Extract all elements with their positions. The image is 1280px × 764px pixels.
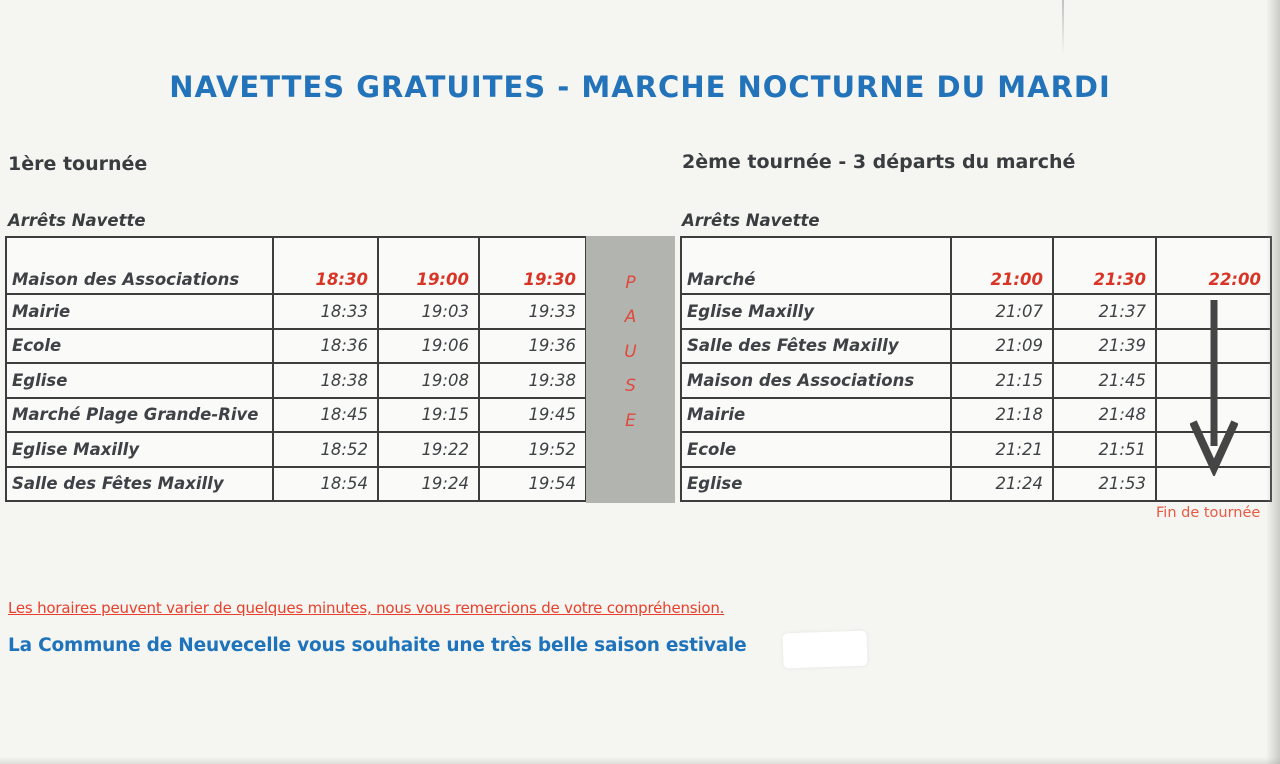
departure-time-cell: 18:33	[272, 293, 379, 330]
departure-time-cell: 19:00	[377, 236, 480, 295]
departure-time-cell: 19:08	[377, 362, 480, 399]
stop-name-cell: Maison des Associations	[680, 362, 952, 399]
departure-time-cell: 19:03	[377, 293, 480, 330]
departure-time-cell: 21:53	[1052, 465, 1157, 502]
departure-time-cell: 19:30	[478, 236, 587, 295]
tour1-stops-label: Arrêts Navette	[8, 211, 146, 230]
stop-name-cell: Salle des Fêtes Maxilly	[5, 465, 274, 502]
end-of-tour-caption: Fin de tournée	[1156, 505, 1261, 521]
pause-letter: A	[624, 307, 637, 327]
stop-name-cell: Eglise	[680, 465, 952, 502]
timetable-row: Ecole 21:21 21:51	[680, 431, 1272, 468]
departure-time-cell: 21:39	[1052, 327, 1157, 364]
stop-name-cell: Eglise Maxilly	[680, 293, 952, 330]
departure-time-cell: 21:30	[1052, 236, 1157, 295]
scan-edge-bottom	[0, 757, 1280, 764]
departure-time-cell: 21:09	[950, 327, 1054, 364]
tour2-heading: 2ème tournée - 3 départs du marché	[682, 151, 1076, 173]
timetable-row: Marché 21:00 21:30 22:00	[680, 236, 1272, 295]
stop-name-cell: Maison des Associations	[5, 236, 274, 295]
departure-time-cell: 22:00	[1155, 236, 1272, 295]
timetable-row: Eglise 18:38 19:08 19:38	[5, 362, 587, 399]
pause-letter: U	[624, 342, 637, 362]
departure-time-cell: 18:52	[272, 431, 379, 468]
schedule-variation-notice: Les horaires peuvent varier de quelques …	[8, 599, 725, 617]
departure-time-cell: 19:33	[478, 293, 587, 330]
stop-name-cell: Marché	[680, 236, 952, 295]
departure-time-cell: 18:38	[272, 362, 379, 399]
departure-time-cell: 21:15	[950, 362, 1054, 399]
departure-time-cell: 19:38	[478, 362, 587, 399]
departure-time-cell: 19:15	[377, 396, 480, 433]
tour1-heading: 1ère tournée	[8, 153, 148, 175]
stop-name-cell: Eglise	[5, 362, 274, 399]
tour2-timetable: Marché 21:00 21:30 22:00 Eglise Maxilly 21:07…	[680, 236, 1272, 502]
departure-time-cell: 21:21	[950, 431, 1054, 468]
timetable-row: Mairie 18:33 19:03 19:33	[5, 293, 587, 330]
stop-name-cell: Eglise Maxilly	[5, 431, 274, 468]
departure-time-cell: 21:24	[950, 465, 1054, 502]
departure-time-cell: 18:45	[272, 396, 379, 433]
timetable-row: Salle des Fêtes Maxilly 21:09 21:39	[680, 327, 1272, 364]
departure-time-cell: 19:24	[377, 465, 480, 502]
departure-time-cell: 18:36	[272, 327, 379, 364]
scan-crease-artifact	[1062, 0, 1064, 55]
timetable-row: Eglise Maxilly 21:07 21:37	[680, 293, 1272, 330]
end-of-tour-arrow-icon	[1190, 300, 1238, 476]
tour2-stops-label: Arrêts Navette	[682, 211, 820, 230]
timetable-row: Maison des Associations 21:15 21:45	[680, 362, 1272, 399]
departure-time-cell: 19:54	[478, 465, 587, 502]
commune-greeting: La Commune de Neuvecelle vous souhaite u…	[8, 635, 747, 656]
stop-name-cell: Ecole	[680, 431, 952, 468]
departure-time-cell: 19:06	[377, 327, 480, 364]
departure-time-cell: 18:30	[272, 236, 379, 295]
stop-name-cell: Ecole	[5, 327, 274, 364]
tour1-timetable: Maison des Associations 18:30 19:00 19:30 Ma…	[5, 236, 587, 502]
stop-name-cell: Marché Plage Grande-Rive	[5, 396, 274, 433]
departure-time-cell: 19:45	[478, 396, 587, 433]
stop-name-cell: Salle des Fêtes Maxilly	[680, 327, 952, 364]
departure-time-cell: 21:45	[1052, 362, 1157, 399]
timetable-row: Ecole 18:36 19:06 19:36	[5, 327, 587, 364]
pause-letter: E	[625, 411, 636, 431]
page-title: NAVETTES GRATUITES - MARCHE NOCTURNE DU …	[169, 70, 1111, 104]
departure-time-cell: 19:22	[377, 431, 480, 468]
timetable-row: Salle des Fêtes Maxilly 18:54 19:24 19:54	[5, 465, 587, 502]
departure-time-cell: 19:52	[478, 431, 587, 468]
timetable-row: Mairie 21:18 21:48	[680, 396, 1272, 433]
stop-name-cell: Mairie	[680, 396, 952, 433]
whiteout-patch	[782, 630, 868, 669]
departure-time-cell: 19:36	[478, 327, 587, 364]
timetable-row: Eglise 21:24 21:53	[680, 465, 1272, 502]
pause-letter: P	[625, 273, 636, 293]
departure-time-cell: 21:00	[950, 236, 1054, 295]
timetable-row: Marché Plage Grande-Rive 18:45 19:15 19:45	[5, 396, 587, 433]
departure-time-cell: 21:48	[1052, 396, 1157, 433]
departure-time-cell: 21:18	[950, 396, 1054, 433]
stop-name-cell: Mairie	[5, 293, 274, 330]
departure-time-cell: 18:54	[272, 465, 379, 502]
timetable-row: Eglise Maxilly 18:52 19:22 19:52	[5, 431, 587, 468]
departure-time-cell: 21:51	[1052, 431, 1157, 468]
timetable-row: Maison des Associations 18:30 19:00 19:30	[5, 236, 587, 295]
pause-letter: S	[625, 376, 636, 396]
departure-time-cell: 21:37	[1052, 293, 1157, 330]
departure-time-cell: 21:07	[950, 293, 1054, 330]
